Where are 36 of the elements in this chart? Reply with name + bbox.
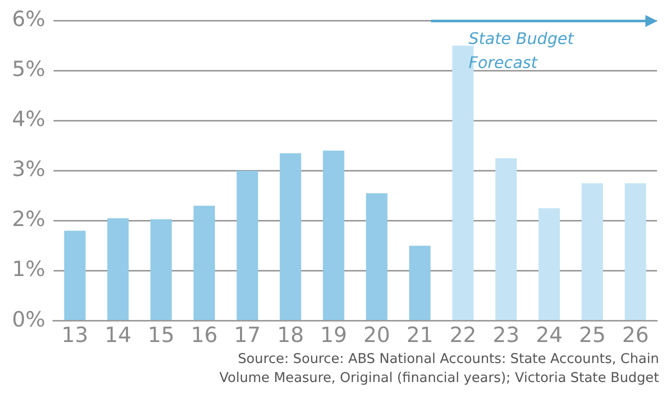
bar (366, 193, 388, 320)
bar (322, 150, 344, 320)
x-tick-label: 16 (190, 322, 218, 347)
bar (107, 218, 129, 320)
bar (194, 206, 215, 320)
y-tick-label: 1% (12, 257, 46, 282)
x-tick-label: 15 (148, 322, 174, 347)
bar (280, 153, 302, 320)
bar (409, 246, 431, 320)
y-tick-label: 5% (12, 57, 46, 82)
bar (150, 219, 172, 320)
bar (538, 208, 560, 320)
annotation: State Budget Forecast (468, 28, 575, 74)
x-tick-label: 13 (62, 322, 88, 347)
y-tick-label: 3% (12, 157, 46, 182)
bar (236, 170, 258, 320)
y-tick-label: 0% (12, 307, 46, 332)
x-tick-label: 22 (450, 322, 476, 347)
bar (582, 183, 604, 320)
source-note: Source: Source: ABS National Accounts: State Accounts, Chain Volume Measure, Original (financial years); Victoria State Budget (218, 350, 659, 388)
bar (64, 230, 86, 320)
x-tick-label: 19 (320, 322, 347, 347)
y-tick-label: 4% (12, 107, 46, 132)
bar (624, 183, 646, 320)
y-tick-label: 2% (12, 207, 46, 232)
x-tick-label: 17 (234, 322, 261, 347)
x-tick-label: 14 (104, 322, 132, 347)
y-tick-label: 6% (12, 7, 46, 32)
x-tick-label: 21 (406, 322, 434, 347)
x-tick-label: 24 (536, 322, 563, 347)
x-tick-label: 18 (277, 322, 304, 347)
x-tick-label: 25 (578, 322, 606, 347)
bar (495, 158, 517, 320)
x-tick-label: 23 (492, 322, 520, 347)
x-tick-label: 20 (363, 322, 390, 347)
x-tick-label: 26 (622, 322, 649, 347)
